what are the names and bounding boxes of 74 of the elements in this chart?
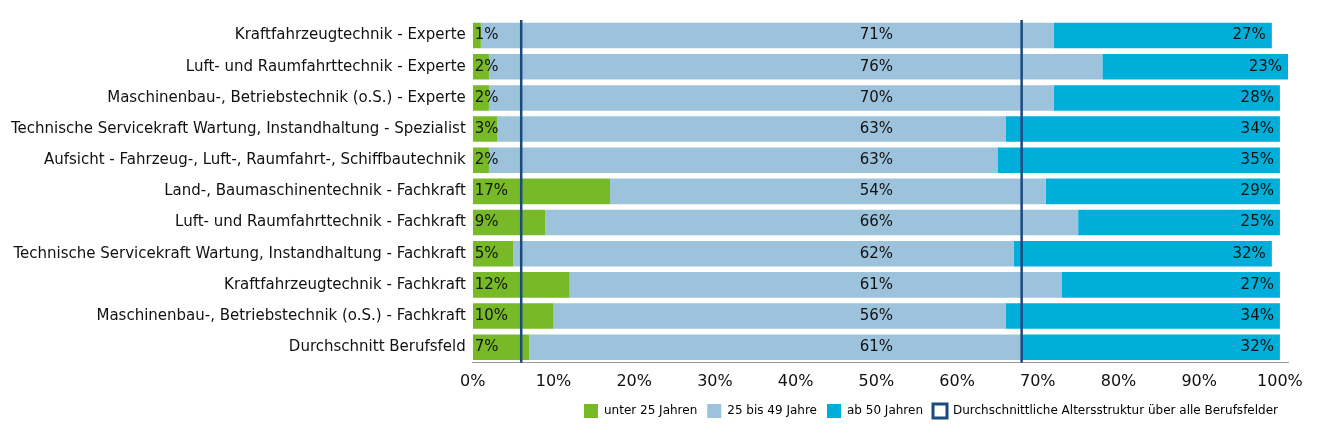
legend-label: unter 25 Jahren — [603, 403, 698, 418]
data-label: 35% — [1240, 150, 1274, 169]
data-label: 32% — [1240, 337, 1274, 356]
bar — [1005, 116, 1280, 142]
data-label: 34% — [1240, 305, 1274, 324]
x-tick-label: 20% — [616, 370, 652, 390]
data-label: 9% — [474, 212, 499, 231]
data-label: 28% — [1240, 87, 1274, 106]
legend-label: Durchschnittliche Altersstruktur über alle Berufsfelder — [953, 403, 1279, 418]
data-label: 70% — [859, 87, 894, 106]
y-tick-label: Technische Servicekraft Wartung, Instandhaltung - Spezialist — [9, 118, 466, 137]
data-label: 27% — [1240, 274, 1274, 293]
bar — [1102, 53, 1288, 80]
y-tick-label: Maschinenbau-, Betriebstechnik (o.S.) - Experte — [107, 87, 466, 106]
bar — [513, 240, 1014, 267]
data-label: 56% — [859, 305, 894, 324]
data-label: 10% — [474, 305, 509, 324]
y-tick-label: Durchschnitt Berufsfeld — [288, 337, 466, 356]
x-tick-label: 70% — [1020, 370, 1056, 390]
x-tick-label: 50% — [858, 370, 895, 390]
data-label: 29% — [1240, 181, 1274, 200]
bar — [553, 303, 1006, 329]
data-label: 32% — [1232, 243, 1266, 262]
x-tick-label: 10% — [535, 370, 572, 390]
y-tick-label: Land-, Baumaschinentechnik - Fachkraft — [164, 181, 466, 200]
y-tick-label: Luft- und Raumfahrttechnik - Experte — [185, 56, 466, 75]
data-label: 63% — [859, 150, 894, 169]
data-label: 71% — [859, 25, 894, 44]
bar — [472, 272, 570, 298]
y-tick-label: Kraftfahrzeugtechnik - Fachkraft — [224, 274, 466, 293]
data-label: 62% — [859, 243, 894, 262]
data-label: 27% — [1232, 25, 1266, 44]
data-label: 25% — [1240, 212, 1274, 231]
bar — [529, 334, 1022, 360]
bar — [1005, 303, 1280, 329]
x-tick-label: 0% — [460, 370, 486, 390]
x-tick-label: 100% — [1257, 370, 1303, 390]
data-label: 61% — [859, 337, 894, 356]
x-tick-label: 80% — [1100, 370, 1137, 390]
bar — [1062, 272, 1280, 298]
bar — [610, 178, 1046, 205]
data-label: 61% — [859, 274, 894, 293]
x-tick-label: 30% — [697, 370, 733, 390]
y-tick-label: Aufsicht - Fahrzeug-, Luft-, Raumfahrt-, Schiffbautechnik — [43, 150, 467, 169]
x-tick-label: 60% — [939, 370, 975, 390]
bar — [497, 116, 1006, 142]
bar — [569, 272, 1062, 298]
bar — [1045, 178, 1280, 205]
bar — [1021, 334, 1280, 360]
y-tick-label: Luft- und Raumfahrttechnik - Fachkraft — [175, 212, 466, 231]
bar — [1078, 209, 1280, 236]
x-tick-label: 90% — [1181, 370, 1217, 390]
data-label: 17% — [474, 181, 509, 200]
x-tick-label: 40% — [777, 370, 814, 390]
data-label: 76% — [859, 56, 894, 75]
data-label: 63% — [859, 118, 894, 137]
bar — [1053, 22, 1272, 49]
data-label: 23% — [1248, 56, 1282, 75]
bar — [1013, 240, 1272, 267]
y-tick-label: Kraftfahrzeugtechnik - Experte — [234, 25, 466, 44]
data-label: 5% — [474, 243, 499, 262]
data-label: 54% — [859, 181, 894, 200]
data-label: 7% — [474, 337, 499, 356]
y-tick-label: Maschinenbau-, Betriebstechnik (o.S.) - Fachkraft — [96, 305, 466, 324]
data-label: 34% — [1240, 118, 1274, 137]
bar — [997, 147, 1280, 174]
legend-label: 25 bis 49 Jahre — [727, 403, 817, 418]
bar — [472, 178, 610, 205]
data-label: 12% — [474, 274, 509, 293]
bar — [545, 209, 1079, 236]
bar — [1053, 85, 1280, 111]
data-label: 66% — [859, 212, 894, 231]
y-tick-label: Technische Servicekraft Wartung, Instandhaltung - Fachkraft — [12, 243, 466, 262]
legend-label: ab 50 Jahren — [846, 403, 924, 418]
